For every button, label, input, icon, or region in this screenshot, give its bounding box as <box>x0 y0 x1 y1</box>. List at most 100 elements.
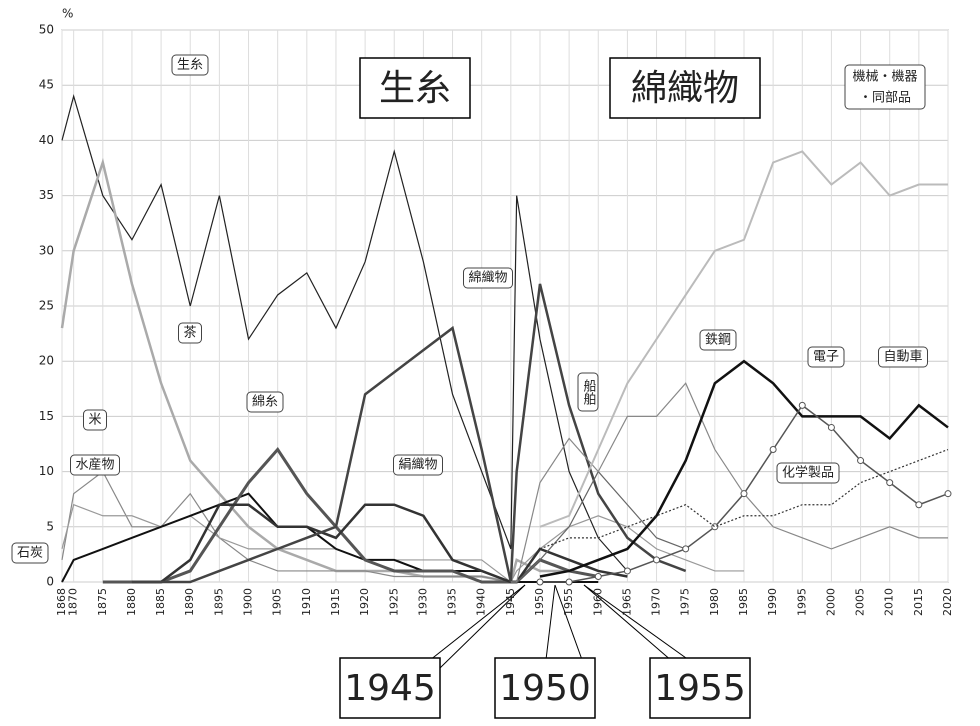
annotation-box <box>246 391 284 413</box>
callout-box <box>649 657 751 719</box>
callout: 1955 <box>654 668 746 709</box>
x-tick-label: 2020 <box>941 588 954 616</box>
y-tick-label: 35 <box>39 188 54 202</box>
point <box>827 423 835 431</box>
point <box>623 567 631 575</box>
series-line <box>510 470 686 583</box>
x-tick-label: 2000 <box>824 588 837 616</box>
annotation: 化学製品 <box>782 465 834 481</box>
callout: 生糸 <box>379 68 451 109</box>
x-tick-label: 1930 <box>416 588 429 616</box>
annotation: 電子 <box>813 350 839 365</box>
annotation-box <box>807 346 845 368</box>
annotation: 米 <box>88 413 101 428</box>
annotation-box <box>178 322 202 344</box>
x-tick-label: 1955 <box>562 588 575 616</box>
annotation: ・同部品 <box>859 91 911 106</box>
annotation-box <box>393 454 443 476</box>
x-tick-label: 1945 <box>504 588 517 616</box>
x-tick-label: 1995 <box>795 588 808 616</box>
x-tick-label: 1900 <box>242 588 255 616</box>
x-tick-label: 1868 <box>55 588 68 616</box>
point <box>886 479 894 487</box>
callout-box <box>359 57 471 119</box>
point <box>740 490 748 498</box>
point <box>944 490 952 498</box>
point <box>682 545 690 553</box>
x-tick-label: 1870 <box>67 588 80 616</box>
y-tick-label: 40 <box>39 133 54 147</box>
annotation: 機械・機器 <box>852 70 917 85</box>
series-line <box>61 94 628 572</box>
annotation-box <box>699 329 737 351</box>
annotation-box <box>577 372 599 412</box>
x-tick-label: 2005 <box>854 588 867 616</box>
callout-box <box>339 657 441 719</box>
y-tick-label: 15 <box>39 409 54 423</box>
point <box>594 572 602 580</box>
series-line <box>510 382 948 583</box>
y-tick-label: 20 <box>39 354 54 368</box>
annotation: 船舶 <box>581 379 597 405</box>
x-tick-label: 1970 <box>650 588 663 616</box>
series-line <box>539 359 949 578</box>
annotation-box <box>83 409 107 431</box>
annotation: 自動車 <box>883 350 922 365</box>
y-tick-label: 10 <box>39 464 54 478</box>
annotation-box <box>70 454 120 476</box>
x-tick-label: 1975 <box>679 588 692 616</box>
callout: 綿織物 <box>631 68 739 109</box>
y-tick-label: 30 <box>39 243 54 257</box>
x-tick-label: 1990 <box>766 588 779 616</box>
y-tick-label: 50 <box>39 23 54 37</box>
y-tick-label: 25 <box>39 299 54 313</box>
annotation-box <box>776 462 840 484</box>
point <box>565 578 573 586</box>
x-tick-label: 1905 <box>271 588 284 616</box>
callout: 1945 <box>344 668 436 709</box>
x-tick-label: 1950 <box>533 588 546 616</box>
callout-box <box>494 657 596 719</box>
x-tick-label: 1960 <box>591 588 604 616</box>
point <box>769 446 777 454</box>
point <box>653 556 661 564</box>
x-tick-label: 2010 <box>883 588 896 616</box>
x-tick-label: 1915 <box>329 588 342 616</box>
callout-box <box>609 57 761 119</box>
annotation-box <box>171 54 209 76</box>
annotation-box <box>878 346 928 368</box>
annotation: 綿織物 <box>468 271 507 286</box>
series-line <box>131 283 687 584</box>
x-tick-label: 1985 <box>737 588 750 616</box>
x-tick-label: 1925 <box>387 588 400 616</box>
annotation-box <box>844 64 926 110</box>
annotation: 生糸 <box>177 58 203 73</box>
series-line <box>539 448 949 550</box>
x-tick-label: 1965 <box>620 588 633 616</box>
point <box>536 578 544 586</box>
x-tick-label: 1910 <box>300 588 313 616</box>
x-tick-label: 1935 <box>446 588 459 616</box>
callout: 1950 <box>499 668 591 709</box>
x-tick-label: 1875 <box>96 588 109 616</box>
x-tick-label: 1880 <box>125 588 138 616</box>
y-unit: % <box>62 7 73 21</box>
y-tick-label: 0 <box>46 575 54 589</box>
annotation: 石炭 <box>17 546 43 561</box>
x-tick-label: 1980 <box>708 588 721 616</box>
annotation: 綿糸 <box>252 395 278 410</box>
point <box>798 401 806 409</box>
x-tick-label: 1890 <box>183 588 196 616</box>
annotation-box <box>11 542 49 564</box>
point <box>711 523 719 531</box>
point <box>915 501 923 509</box>
annotation: 水産物 <box>75 457 114 473</box>
y-tick-label: 45 <box>39 78 54 92</box>
x-tick-label: 1920 <box>358 588 371 616</box>
annotation-box <box>463 267 513 289</box>
y-tick-label: 5 <box>46 519 54 533</box>
series-line <box>539 150 948 528</box>
annotation: 絹織物 <box>398 458 437 473</box>
x-tick-label: 1940 <box>475 588 488 616</box>
x-tick-label: 2015 <box>912 588 925 616</box>
